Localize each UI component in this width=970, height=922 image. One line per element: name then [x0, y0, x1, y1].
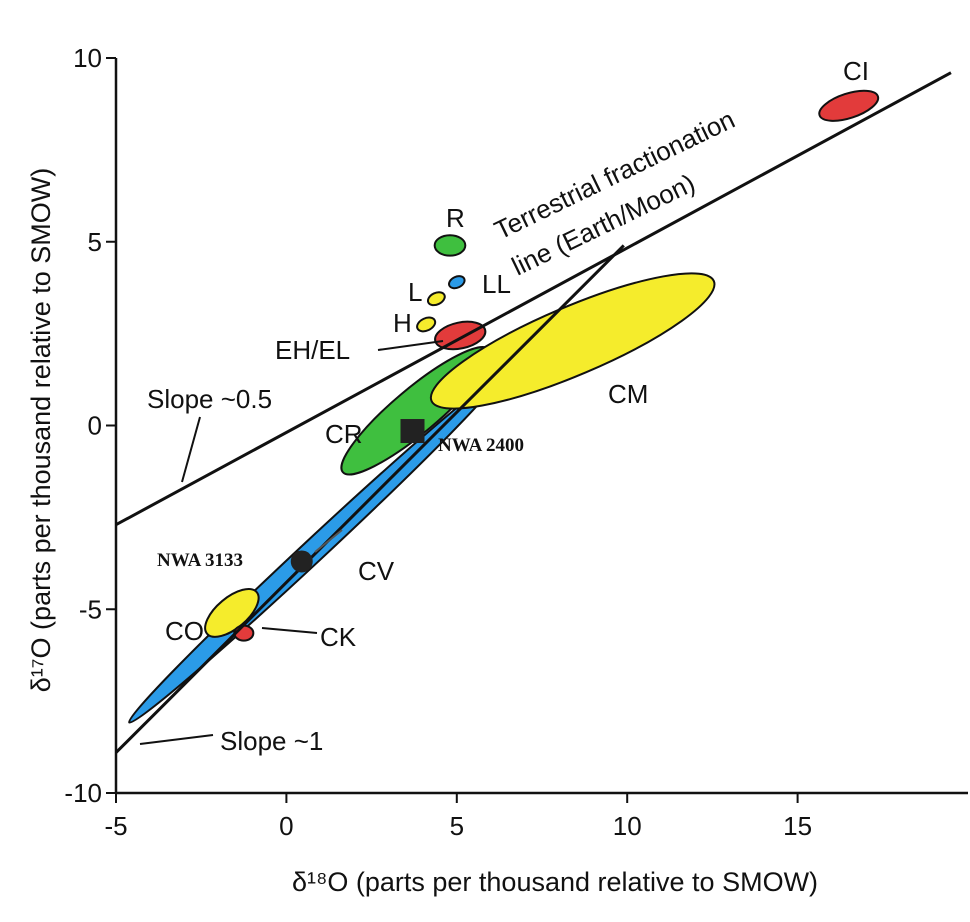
leader-ck: [261, 627, 318, 634]
region-label-eh-el: EH/EL: [275, 335, 350, 365]
region-ll: [448, 275, 466, 290]
samples-layer: [290, 419, 425, 573]
fractionation-line-2: [114, 244, 625, 754]
y-tick-label: 10: [73, 43, 102, 73]
y-tick-label: -10: [64, 778, 102, 808]
region-label-h: H: [393, 308, 412, 338]
region-label-ck: CK: [320, 622, 357, 652]
x-tick-label: 15: [783, 811, 812, 841]
fractionation-line-1: [115, 71, 952, 527]
x-axis-title: δ¹⁸O (parts per thousand relative to SMO…: [292, 867, 818, 897]
region-label-l: L: [408, 277, 422, 307]
region-l: [426, 291, 446, 307]
leader-slope-1: [139, 734, 214, 745]
x-tick-label: 10: [613, 811, 642, 841]
sample-marker-nwa-2400: [400, 419, 425, 444]
x-tick-label: 0: [279, 811, 293, 841]
region-label-ci: CI: [843, 56, 869, 86]
x-tick-label: 5: [450, 811, 464, 841]
region-ci: [818, 89, 880, 122]
y-tick-label: -5: [79, 594, 102, 624]
region-label-ll: LL: [482, 269, 511, 299]
leader-slope-0-5: [181, 416, 201, 483]
slope-label-0-5: Slope ~0.5: [147, 384, 272, 414]
x-tick-label: -5: [104, 811, 127, 841]
region-label-co: CO: [165, 616, 204, 646]
region-eh-el: [434, 320, 487, 351]
leader-eh-el: [377, 340, 444, 351]
region-label-cm: CM: [608, 379, 648, 409]
y-axis-title: δ¹⁷O (parts per thousand relative to SMO…: [26, 168, 56, 692]
region-h: [416, 316, 437, 333]
sample-label-nwa-3133: NWA 3133: [157, 550, 243, 571]
region-label-r: R: [446, 203, 465, 233]
slope-label-1: Slope ~1: [220, 726, 323, 756]
y-tick-label: 0: [88, 411, 102, 441]
fractionation-lines: [114, 71, 952, 754]
nwa-3133-arrow: [314, 529, 343, 553]
region-label-cv: CV: [358, 556, 395, 586]
sample-marker-nwa-3133: [290, 550, 313, 573]
region-r: [433, 234, 467, 257]
region-label-cr: CR: [325, 419, 363, 449]
y-tick-label: 5: [88, 227, 102, 257]
region-co: [204, 588, 260, 638]
sample-label-nwa-2400: NWA 2400: [438, 435, 524, 456]
